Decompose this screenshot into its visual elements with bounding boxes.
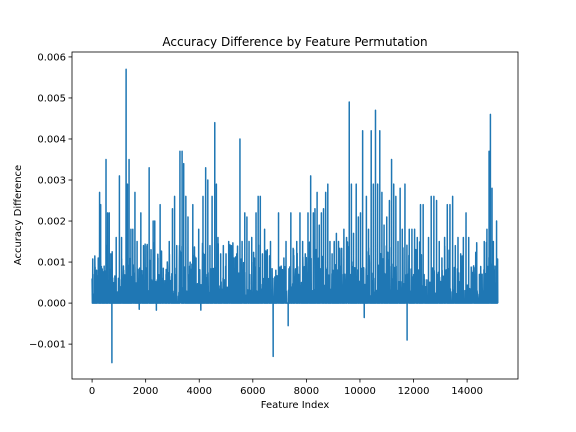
y-tick-label: 0.003 <box>37 176 66 187</box>
x-tick-label: 10000 <box>344 386 376 397</box>
x-axis: 0 2000 4000 6000 8000 10000 12000 14000 <box>89 379 483 397</box>
y-tick-label: 0.004 <box>37 134 66 145</box>
y-tick-label: −0.001 <box>29 340 66 351</box>
y-axis-label: Accuracy Difference <box>13 165 24 265</box>
y-axis: −0.001 0.000 0.001 0.002 0.003 0.004 0.005 0.00… <box>29 52 72 351</box>
x-axis-label: Feature Index <box>261 400 330 411</box>
x-tick-label: 14000 <box>451 386 483 397</box>
x-tick-label: 8000 <box>294 386 319 397</box>
x-tick-label: 6000 <box>240 386 265 397</box>
plot-frame <box>71 51 519 380</box>
y-tick-label: 0.002 <box>37 217 66 228</box>
series-line <box>91 68 499 364</box>
x-tick-label: 0 <box>89 386 95 397</box>
y-tick-label: 0.001 <box>37 258 66 269</box>
x-tick-label: 4000 <box>187 386 212 397</box>
y-tick-label: 0.005 <box>37 93 66 104</box>
y-tick-label: 0.006 <box>37 52 66 63</box>
x-tick-label: 12000 <box>398 386 430 397</box>
x-tick-label: 2000 <box>133 386 158 397</box>
chart-title: Accuracy Difference by Feature Permutati… <box>162 35 427 49</box>
y-tick-label: 0.000 <box>37 299 66 310</box>
